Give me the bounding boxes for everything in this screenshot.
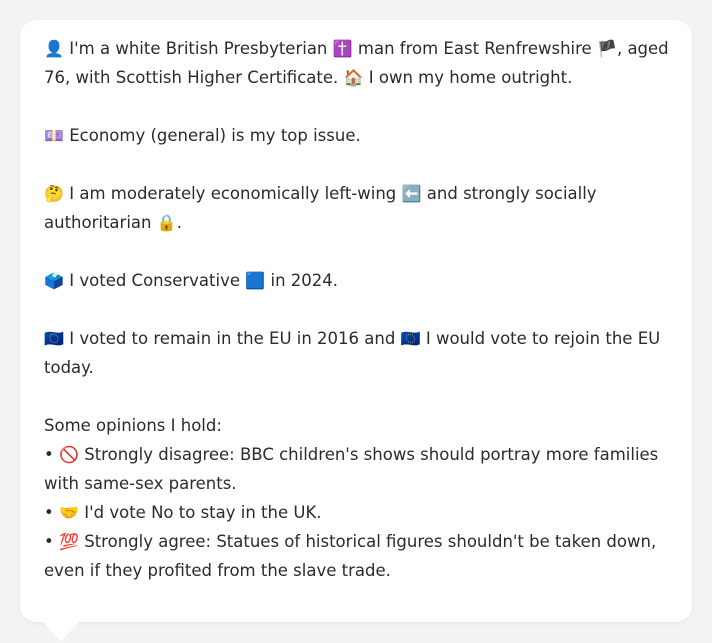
bio-text: I'm a white British Presbyterian: [69, 39, 328, 58]
ballot-box-icon: 🗳️: [44, 271, 64, 290]
opinion-text: Strongly disagree: BBC children's shows …: [84, 445, 659, 464]
spacer: [44, 150, 668, 179]
spacer: [44, 92, 668, 121]
prohibited-icon: 🚫: [59, 445, 79, 464]
bullet: •: [44, 445, 54, 464]
eu-2016-text: I voted to remain in the EU in 2016 and: [69, 329, 396, 348]
opinion-text: with same-sex parents.: [44, 474, 237, 493]
opinion-item: • 🚫 Strongly disagree: BBC children's sh…: [44, 440, 668, 469]
ideology-line-1: 🤔 I am moderately economically left-wing…: [44, 179, 668, 208]
spacer: [44, 382, 668, 411]
home-ownership-text: I own my home outright.: [368, 68, 573, 87]
thinking-face-icon: 🤔: [44, 184, 64, 203]
education-text: 76, with Scottish Higher Certificate.: [44, 68, 339, 87]
opinion-item: • 🤝 I'd vote No to stay in the UK.: [44, 498, 668, 527]
persona-message-card: 👤 I'm a white British Presbyterian ✝️ ma…: [20, 20, 692, 622]
cross-icon: ✝️: [332, 39, 353, 58]
spacer: [44, 237, 668, 266]
eu-flag-icon: 🇪🇺: [44, 329, 64, 348]
handshake-icon: 🤝: [59, 503, 79, 522]
lock-icon: 🔒: [156, 213, 177, 232]
bio-line-2: 76, with Scottish Higher Certificate. 🏠 …: [44, 63, 668, 92]
eu-line-1: 🇪🇺 I voted to remain in the EU in 2016 a…: [44, 324, 668, 353]
eu-today-text: today.: [44, 358, 94, 377]
opinion-item-continuation: even if they profited from the slave tra…: [44, 556, 668, 585]
opinion-item: • 💯 Strongly agree: Statues of historica…: [44, 527, 668, 556]
bio-line-1: 👤 I'm a white British Presbyterian ✝️ ma…: [44, 34, 669, 63]
authoritarian-text: authoritarian: [44, 213, 152, 232]
speech-bubble-tail: [42, 621, 80, 641]
hundred-points-icon: 💯: [59, 532, 79, 551]
opinion-text: even if they profited from the slave tra…: [44, 561, 391, 580]
scotland-flag-icon: 🏴: [596, 39, 617, 58]
period-text: .: [176, 213, 182, 232]
blue-square-icon: 🟦: [245, 271, 266, 290]
banknote-icon: 💷: [44, 126, 64, 145]
opinion-text: I'd vote No to stay in the UK.: [84, 503, 322, 522]
vote-2024-year-text: in 2024.: [270, 271, 339, 290]
vote-2024-text: I voted Conservative: [69, 271, 241, 290]
house-icon: 🏠: [343, 68, 364, 87]
opinion-text: Strongly agree: Statues of historical fi…: [84, 532, 657, 551]
opinions-heading: Some opinions I hold:: [44, 416, 222, 435]
top-issue-line: 💷 Economy (general) is my top issue.: [44, 121, 668, 150]
age-prefix-text: , aged: [616, 39, 669, 58]
top-issue-text: Economy (general) is my top issue.: [69, 126, 361, 145]
spacer: [44, 295, 668, 324]
location-text: man from East Renfrewshire: [357, 39, 592, 58]
bullet: •: [44, 532, 54, 551]
person-icon: 👤: [44, 39, 64, 58]
eu-flag-icon: 🇪🇺: [400, 329, 421, 348]
vote-2024-line: 🗳️ I voted Conservative 🟦 in 2024.: [44, 266, 668, 295]
eu-line-2: today.: [44, 353, 668, 382]
social-position-text: and strongly socially: [426, 184, 597, 203]
economic-position-text: I am moderately economically left-wing: [69, 184, 397, 203]
opinion-item-continuation: with same-sex parents.: [44, 469, 668, 498]
left-arrow-icon: ⬅️: [401, 184, 422, 203]
ideology-line-2: authoritarian 🔒.: [44, 208, 668, 237]
eu-rejoin-text: I would vote to rejoin the EU: [425, 329, 661, 348]
bullet: •: [44, 503, 54, 522]
